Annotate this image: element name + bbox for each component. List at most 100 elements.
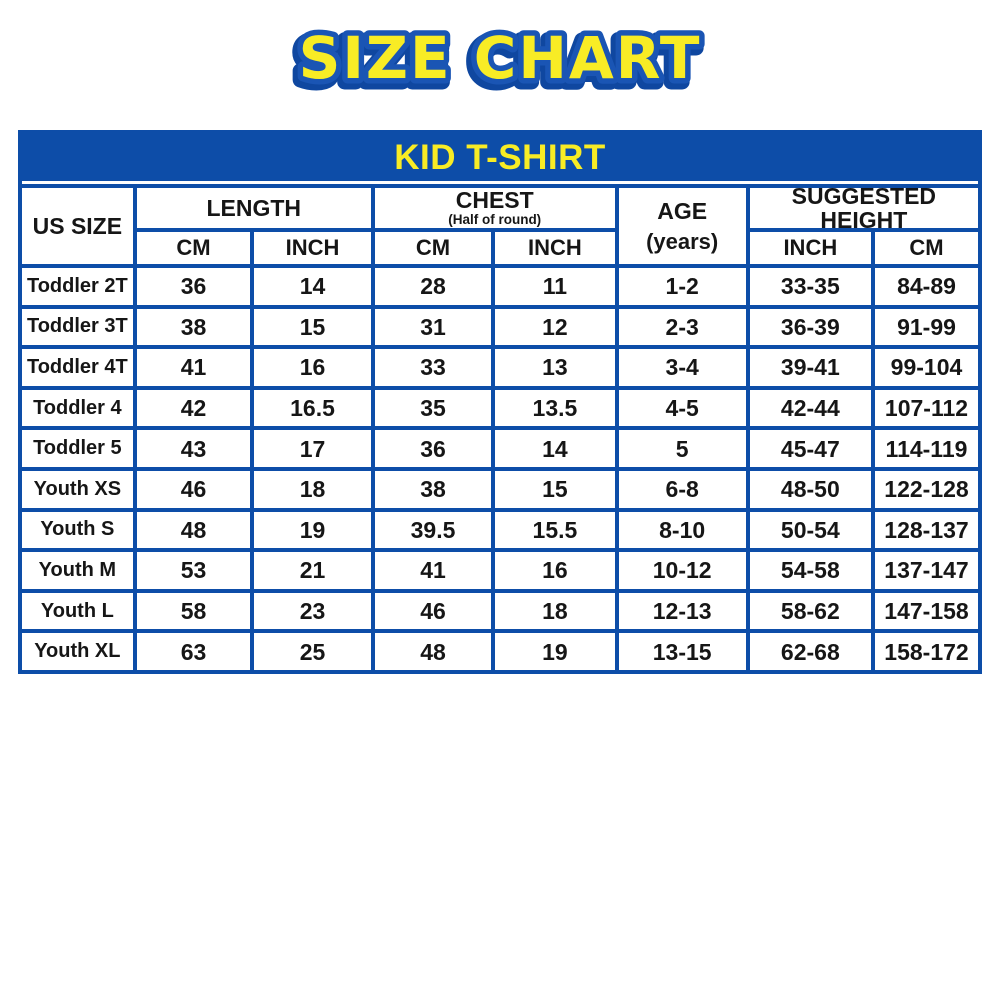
cell-chest-cm: 31	[374, 308, 492, 346]
cell-chest-cm: 33	[374, 349, 492, 386]
page-title: SIZE CHART SIZE CHART	[0, 6, 1000, 118]
cell-length-cm: 48	[136, 511, 251, 549]
subheader-chest-cm: CM	[374, 232, 492, 264]
cell-length-inch: 21	[254, 552, 371, 589]
table-banner: KID T-SHIRT	[22, 134, 978, 184]
cell-age: 3-4	[618, 349, 746, 386]
cell-chest-cm: 35	[374, 389, 492, 427]
cell-age: 2-3	[618, 308, 746, 346]
cell-length-inch: 14	[254, 268, 371, 305]
cell-height-cm: 128-137	[874, 511, 978, 549]
cell-chest-inch: 14	[495, 430, 615, 467]
cell-height-cm: 84-89	[874, 268, 978, 305]
cell-length-inch: 18	[254, 470, 371, 508]
cell-age: 12-13	[618, 592, 746, 630]
header-suggested-height: SUGGESTED HEIGHT	[749, 184, 978, 232]
header-chest-label: CHEST	[455, 187, 534, 214]
cell-height-inch: 50-54	[749, 511, 871, 549]
cell-height-cm: 114-119	[874, 430, 978, 467]
cell-length-inch: 19	[254, 511, 371, 549]
cell-length-cm: 43	[136, 430, 251, 467]
cell-height-cm: 122-128	[874, 470, 978, 508]
cell-age: 13-15	[618, 633, 746, 670]
cell-chest-inch: 15	[495, 470, 615, 508]
cell-length-inch: 17	[254, 430, 371, 467]
cell-chest-inch: 18	[495, 592, 615, 630]
cell-age: 8-10	[618, 511, 746, 549]
cell-size-label: Youth M	[22, 552, 133, 589]
cell-size-label: Youth S	[22, 511, 133, 549]
cell-size-label: Toddler 4	[22, 389, 133, 427]
cell-size-label: Toddler 2T	[22, 268, 133, 305]
cell-chest-inch: 13	[495, 349, 615, 386]
cell-height-cm: 137-147	[874, 552, 978, 589]
cell-height-inch: 54-58	[749, 552, 871, 589]
header-chest: CHEST (Half of round)	[374, 187, 615, 228]
cell-height-inch: 58-62	[749, 592, 871, 630]
header-age-subnote: (years)	[646, 228, 719, 254]
cell-height-cm: 158-172	[874, 633, 978, 670]
cell-length-cm: 53	[136, 552, 251, 589]
cell-chest-cm: 38	[374, 470, 492, 508]
cell-height-inch: 33-35	[749, 268, 871, 305]
cell-chest-inch: 15.5	[495, 511, 615, 549]
cell-chest-inch: 11	[495, 268, 615, 305]
cell-age: 5	[618, 430, 746, 467]
cell-size-label: Toddler 4T	[22, 349, 133, 386]
cell-size-label: Youth XL	[22, 633, 133, 670]
cell-height-cm: 99-104	[874, 349, 978, 386]
cell-chest-cm: 36	[374, 430, 492, 467]
cell-age: 10-12	[618, 552, 746, 589]
cell-length-cm: 36	[136, 268, 251, 305]
cell-height-cm: 91-99	[874, 308, 978, 346]
cell-height-inch: 42-44	[749, 389, 871, 427]
cell-length-cm: 58	[136, 592, 251, 630]
cell-length-cm: 42	[136, 389, 251, 427]
header-length: LENGTH	[136, 188, 371, 228]
bubble-title-graphic: SIZE CHART SIZE CHART	[288, 19, 705, 104]
cell-length-cm: 38	[136, 308, 251, 346]
subheader-length-inch: INCH	[254, 232, 371, 264]
cell-chest-cm: 48	[374, 633, 492, 670]
cell-chest-cm: 41	[374, 552, 492, 589]
cell-age: 1-2	[618, 268, 746, 305]
cell-chest-cm: 46	[374, 592, 492, 630]
cell-chest-inch: 12	[495, 308, 615, 346]
header-age-label: AGE	[657, 198, 708, 225]
subheader-height-inch: INCH	[749, 232, 871, 264]
cell-length-cm: 41	[136, 349, 251, 386]
header-age: AGE (years)	[618, 188, 746, 264]
cell-height-cm: 107-112	[874, 389, 978, 427]
header-chest-subnote: (Half of round)	[448, 212, 542, 228]
cell-height-inch: 48-50	[749, 470, 871, 508]
page-title-shadow-text: SIZE CHART	[296, 28, 699, 96]
subheader-chest-inch: INCH	[495, 232, 615, 264]
cell-size-label: Youth XS	[22, 470, 133, 508]
cell-chest-inch: 16	[495, 552, 615, 589]
cell-chest-inch: 19	[495, 633, 615, 670]
page-title-text: SIZE CHART	[299, 24, 702, 92]
cell-height-inch: 39-41	[749, 349, 871, 386]
cell-length-inch: 16.5	[254, 389, 371, 427]
header-us-size: US SIZE	[22, 188, 133, 264]
cell-chest-inch: 13.5	[495, 389, 615, 427]
cell-length-inch: 15	[254, 308, 371, 346]
cell-length-inch: 16	[254, 349, 371, 386]
cell-length-inch: 23	[254, 592, 371, 630]
subheader-length-cm: CM	[136, 232, 251, 264]
cell-length-cm: 63	[136, 633, 251, 670]
cell-height-inch: 62-68	[749, 633, 871, 670]
cell-length-inch: 25	[254, 633, 371, 670]
cell-size-label: Toddler 5	[22, 430, 133, 467]
cell-size-label: Toddler 3T	[22, 308, 133, 346]
subheader-height-cm: CM	[874, 232, 978, 264]
cell-size-label: Youth L	[22, 592, 133, 630]
cell-height-cm: 147-158	[874, 592, 978, 630]
cell-height-inch: 45-47	[749, 430, 871, 467]
cell-height-inch: 36-39	[749, 308, 871, 346]
cell-age: 6-8	[618, 470, 746, 508]
size-table: KID T-SHIRT US SIZE LENGTH CHEST (Half o…	[18, 130, 982, 674]
cell-chest-cm: 39.5	[374, 511, 492, 549]
cell-age: 4-5	[618, 389, 746, 427]
